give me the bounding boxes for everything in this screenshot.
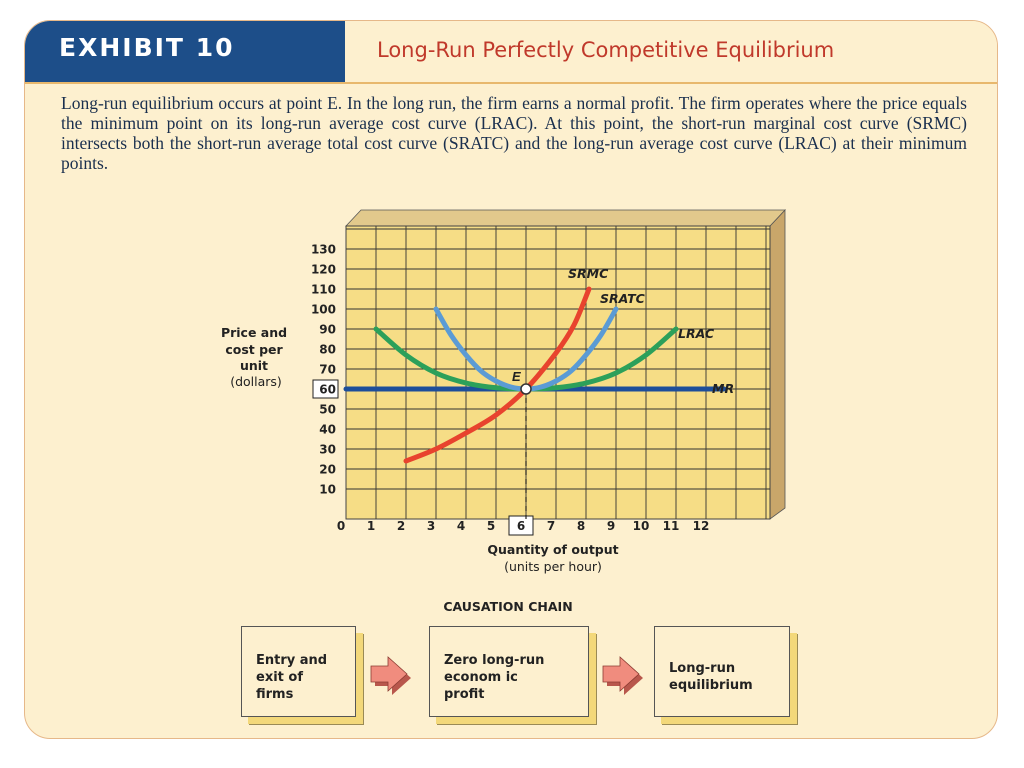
x-tick-label: 5: [487, 519, 495, 533]
grid-board-side: [769, 208, 786, 520]
y-tick-label: 10: [319, 483, 336, 497]
x-tick-label: 0: [337, 519, 345, 533]
y-axis-ticks: 10 20 30 40 50 60 70 80 90 100 110 120 130: [311, 243, 339, 497]
exhibit-title: Long-Run Perfectly Competitive Equilibri…: [377, 38, 835, 62]
x-axis-ticks: 0 1 2 3 4 5 6 7 8 9 10 11 12: [337, 515, 710, 536]
flow-box-entry-exit: Entry and exit of firms: [241, 626, 356, 717]
x-tick-label: 12: [693, 519, 710, 533]
flow-box-line: Zero long-run: [444, 653, 545, 668]
x-tick-label: 2: [397, 519, 405, 533]
flow-box-long-run-equilibrium: Long-run equilibrium: [654, 626, 790, 717]
flow-box-line: exit of: [256, 670, 303, 685]
grid-board-top: [345, 209, 786, 227]
exhibit-tab: EXHIBIT 10: [25, 21, 345, 82]
flow-box-line: econom ic: [444, 670, 518, 685]
y-axis-label-line-4: (dollars): [230, 374, 282, 389]
y-tick-highlight-box: [312, 379, 339, 399]
x-tick-label: 4: [457, 519, 465, 533]
x-tick-label: 9: [607, 519, 615, 533]
y-tick-label: 90: [319, 323, 336, 337]
y-axis-label-line-2: cost per: [225, 342, 283, 357]
flow-box-line: profit: [444, 687, 485, 702]
y-tick-label: 80: [319, 343, 336, 357]
x-axis-label: Quantity of output: [487, 542, 618, 557]
exhibit-label: EXHIBIT 10: [59, 33, 235, 62]
y-tick-label: 120: [311, 263, 336, 277]
x-tick-label: 7: [547, 519, 555, 533]
series-label-mr: MR: [712, 381, 734, 396]
y-tick-label: 20: [319, 463, 336, 477]
y-tick-label: 130: [311, 243, 336, 257]
intro-paragraph: Long-run equilibrium occurs at point E. …: [61, 93, 967, 173]
y-axis-label-line-1: Price and: [221, 325, 287, 340]
y-tick-label: 30: [319, 443, 336, 457]
y-tick-label: 60: [319, 383, 336, 397]
series-label-srmc: SRMC: [568, 266, 609, 281]
series-labels: SRMC SRATC LRAC MR: [568, 266, 734, 396]
flow-arrow-2: [602, 656, 643, 695]
x-tick-label: 1: [367, 519, 375, 533]
y-axis-label: Price and cost per unit (dollars): [221, 325, 291, 389]
y-tick-label: 40: [319, 423, 336, 437]
equilibrium-point: [520, 383, 532, 395]
flow-arrow-1: [370, 656, 411, 695]
header-divider: [25, 82, 997, 84]
series-line-srmc: [403, 286, 592, 464]
x-tick-label: 11: [663, 519, 680, 533]
causation-chain-title: CAUSATION CHAIN: [443, 599, 572, 614]
exhibit-panel: EXHIBIT 10 Long-Run Perfectly Competitiv…: [24, 20, 998, 739]
x-tick-label: 6: [517, 519, 525, 533]
y-tick-label: 50: [319, 403, 336, 417]
flow-box-zero-profit: Zero long-run econom ic profit: [429, 626, 589, 717]
series-label-sratc: SRATC: [600, 291, 646, 306]
flow-box-line: Long-run: [669, 661, 736, 676]
y-tick-label: 110: [311, 283, 336, 297]
x-tick-highlight-box: [508, 515, 534, 536]
x-tick-label: 3: [427, 519, 435, 533]
flow-box-line: firms: [256, 687, 294, 702]
equilibrium-point-label: E: [512, 369, 521, 384]
y-tick-label: 70: [319, 363, 336, 377]
x-tick-label: 8: [577, 519, 585, 533]
y-tick-label: 100: [311, 303, 336, 317]
exhibit-header: EXHIBIT 10 Long-Run Perfectly Competitiv…: [25, 21, 997, 82]
series-label-lrac: LRAC: [678, 326, 715, 341]
x-axis-sublabel: (units per hour): [504, 559, 602, 574]
grid-board: [345, 225, 771, 520]
y-axis-label-line-3: unit: [240, 358, 268, 373]
flow-box-line: Entry and: [256, 653, 328, 668]
x-tick-label: 10: [633, 519, 650, 533]
flow-box-line: equilibrium: [669, 678, 753, 693]
